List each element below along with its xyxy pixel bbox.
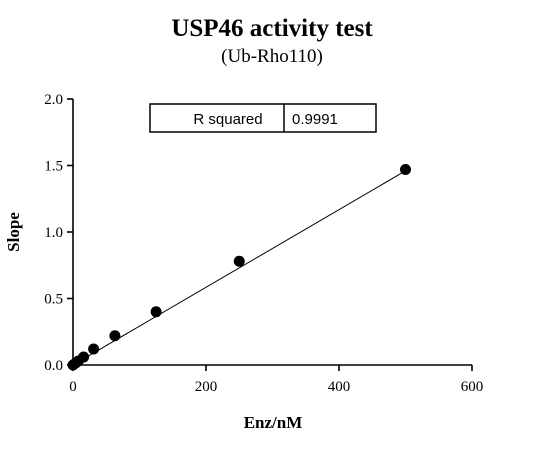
- r-squared-value: 0.9991: [292, 111, 338, 128]
- axes: 0.0 0.5 1.0 1.5 2.0 0 200 400 600: [44, 92, 483, 395]
- data-point: [400, 163, 411, 175]
- fit-line: [72, 170, 406, 366]
- fit-line-layer: [72, 170, 406, 366]
- x-tick-label: 400: [328, 379, 351, 395]
- x-tick-label: 200: [195, 379, 218, 395]
- data-point: [109, 330, 121, 342]
- r-squared-label: R squared: [193, 111, 262, 128]
- data-point: [150, 306, 162, 318]
- y-axis-title: Slope: [4, 212, 23, 252]
- y-tick-label: 0.0: [44, 358, 63, 374]
- data-points: [67, 163, 411, 371]
- stats-table: R squared 0.9991: [149, 103, 377, 133]
- y-tick-label: 1.0: [44, 225, 63, 241]
- data-point: [88, 343, 100, 355]
- stats-table-border: [149, 103, 377, 133]
- y-tick-label: 2.0: [44, 92, 63, 108]
- y-tick-label: 0.5: [44, 292, 63, 308]
- data-point: [233, 255, 245, 267]
- data-point: [78, 351, 90, 363]
- y-tick-label: 1.5: [44, 159, 63, 175]
- x-tick-label: 600: [461, 379, 484, 395]
- x-tick-label: 0: [69, 379, 77, 395]
- x-axis-title: Enz/nM: [244, 413, 303, 432]
- chart-subtitle: (Ub-Rho110): [221, 46, 323, 67]
- chart-title: USP46 activity test: [171, 15, 373, 42]
